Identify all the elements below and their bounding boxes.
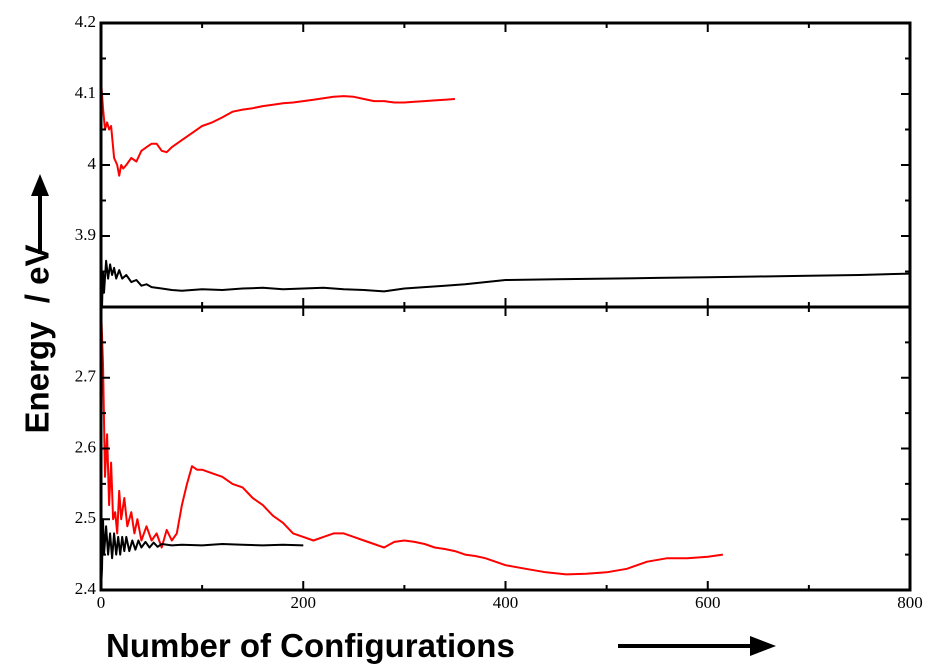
series-line-bottom-red — [101, 307, 724, 576]
x-tick-label: 600 — [695, 593, 721, 612]
y-axis-title-group: Energy / eV — [19, 174, 56, 433]
y-tick-label: 4 — [88, 154, 97, 173]
series-line-bottom-black — [101, 518, 304, 590]
series-group-top — [101, 79, 910, 307]
y-tick-label: 2.4 — [75, 579, 97, 598]
y-axis-title: Energy / eV — [19, 245, 56, 434]
x-axis-arrow-head — [750, 636, 776, 656]
series-line-top-red — [101, 79, 455, 177]
plot-layer: 3.9 4 4.1 4.2 2.4 2.5 2.6 2.7 0 200 400 600 800 — [75, 12, 923, 612]
series-group-bottom — [101, 307, 724, 590]
y-tick-label: 2.7 — [75, 367, 97, 386]
y-axis-arrow-head — [31, 174, 49, 196]
x-tick-label: 0 — [97, 593, 106, 612]
panel-top: 3.9 4 4.1 4.2 — [75, 12, 912, 309]
x-axis-title: Number of Configurations — [106, 627, 515, 664]
series-line-top-black — [101, 214, 910, 307]
y-tick-label: 4.2 — [75, 12, 96, 31]
x-tick-label: 200 — [291, 593, 317, 612]
panel-bottom: 2.4 2.5 2.6 2.7 — [75, 305, 912, 598]
panel-frame-bottom — [99, 305, 912, 592]
y-tick-label: 2.6 — [75, 437, 96, 456]
x-axis-title-group: Number of Configurations — [106, 627, 776, 664]
x-tick-label: 400 — [493, 593, 519, 612]
y-tick-label: 2.5 — [75, 508, 96, 527]
panel-frame-top — [99, 21, 912, 309]
y-tick-label: 4.1 — [75, 83, 96, 102]
y-tick-label: 3.9 — [75, 225, 96, 244]
x-tick-label: 800 — [897, 593, 923, 612]
